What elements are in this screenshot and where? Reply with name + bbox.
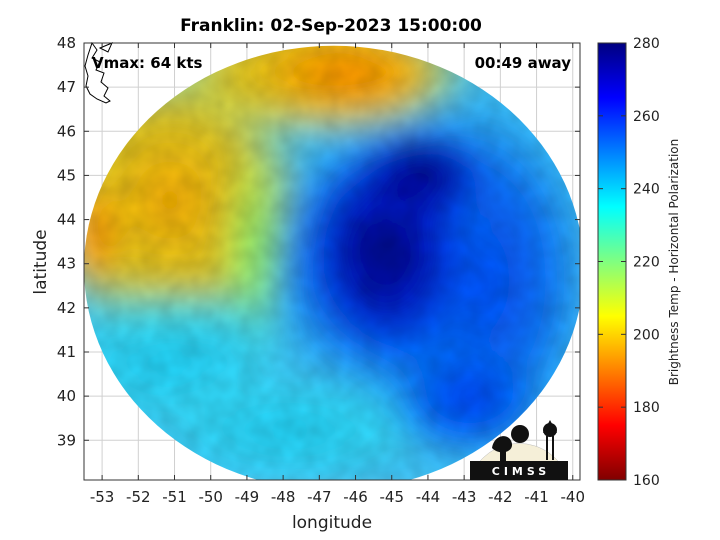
- x-tick-label: -51: [162, 488, 187, 506]
- colorbar-tick-label: 220: [633, 255, 660, 271]
- y-tick-label: 39: [57, 431, 76, 449]
- y-tick-label: 41: [57, 343, 76, 361]
- colorbar-tick-label: 180: [633, 400, 660, 416]
- colorbar-tick-label: 280: [633, 36, 660, 52]
- cimss-logo: CIMSS: [469, 420, 569, 480]
- coastline: [84, 41, 113, 104]
- colorbar-tick-label: 160: [633, 473, 660, 489]
- time-away-annotation: 00:49 away: [475, 54, 572, 72]
- y-tick-label: 48: [57, 34, 76, 52]
- y-tick-label: 42: [57, 299, 76, 317]
- y-tick-label: 47: [57, 78, 76, 96]
- colorbar-tick-label: 260: [633, 109, 660, 125]
- colorbar-ticks: 160 180 200 220 240 260 280: [598, 36, 660, 489]
- x-tick-label: -52: [126, 488, 151, 506]
- x-tick-label: -43: [452, 488, 477, 506]
- swath-texture: [84, 45, 580, 480]
- x-tick-label: -48: [271, 488, 296, 506]
- vmax-annotation: Vmax: 64 kts: [92, 54, 202, 72]
- colorbar-tick-label: 200: [633, 327, 660, 343]
- x-tick-label: -53: [90, 488, 115, 506]
- y-axis-label: latitude: [31, 229, 51, 294]
- x-tick-label: -49: [235, 488, 260, 506]
- x-tick-label: -41: [524, 488, 549, 506]
- x-tick-label: -45: [379, 488, 404, 506]
- x-tick-label: -50: [198, 488, 223, 506]
- y-tick-label: 45: [57, 166, 76, 184]
- y-tick-label: 46: [57, 122, 76, 140]
- x-axis-ticks: -53 -52 -51 -50 -49 -48 -47 -46 -45 -44 -43 -42 -41-…: [90, 43, 585, 506]
- colorbar-tick-label: 240: [633, 182, 660, 198]
- logo-text: CIMSS: [492, 465, 550, 478]
- x-tick-label: -46: [343, 488, 368, 506]
- x-tick-label: -47: [307, 488, 332, 506]
- colorbar-label: Brightness Temp - Horizontal Polarizatio…: [667, 139, 681, 386]
- x-tick-label: -40: [561, 488, 586, 506]
- axes-frame: [83, 42, 581, 481]
- y-axis-ticks: 39 40 41 42 43 44 45 46 47 48: [57, 34, 580, 449]
- y-tick-label: 40: [57, 387, 76, 405]
- y-tick-label: 44: [57, 211, 76, 229]
- x-tick-label: -44: [416, 488, 441, 506]
- chart-title: Franklin: 02-Sep-2023 15:00:00: [180, 16, 482, 36]
- x-tick-label: -42: [488, 488, 513, 506]
- x-axis-label: longitude: [292, 513, 372, 533]
- y-tick-label: 43: [57, 255, 76, 273]
